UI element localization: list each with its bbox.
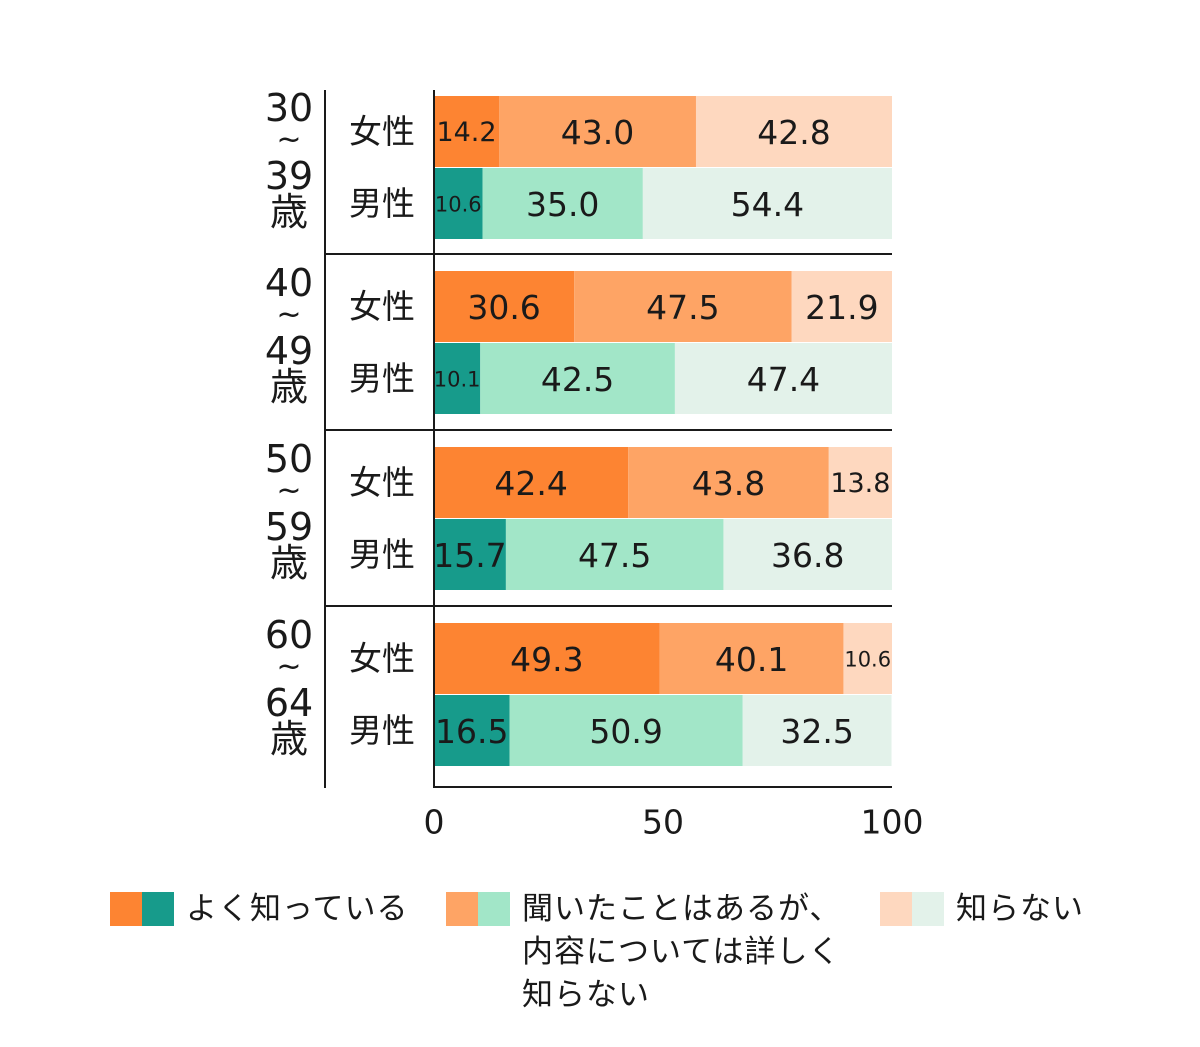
group-label: 30 — [265, 86, 313, 130]
row-label: 男性 — [349, 184, 415, 223]
data-label: 30.6 — [467, 288, 540, 327]
x-tick-label: 50 — [642, 803, 684, 842]
data-label: 47.4 — [747, 360, 820, 399]
bar-segment — [434, 343, 481, 414]
legend: よく知っている 聞いたことはあるが、 内容については詳しく 知らない 知らない — [0, 891, 1200, 1032]
data-label: 50.9 — [589, 712, 662, 751]
bar-segment — [505, 519, 724, 590]
bar-segment — [742, 695, 892, 766]
legend-swatch — [880, 892, 944, 926]
legend-item-well-known: よく知っている — [110, 891, 408, 931]
data-label: 16.5 — [435, 712, 508, 751]
data-label: 42.5 — [541, 360, 614, 399]
group-label: 歳 — [270, 365, 308, 409]
data-label: 47.5 — [578, 536, 651, 575]
bar-segment — [499, 96, 696, 167]
data-label: 14.2 — [436, 117, 496, 148]
group-label: 歳 — [270, 190, 308, 234]
data-label: 42.4 — [494, 464, 567, 503]
bar-segment — [843, 623, 892, 694]
x-tick-label: 0 — [424, 803, 445, 842]
bar-segment — [434, 271, 575, 342]
row-label: 女性 — [349, 463, 415, 502]
bar-segment — [628, 447, 829, 518]
row-label: 女性 — [349, 112, 415, 151]
bar-segment — [434, 96, 500, 167]
bar-segment — [642, 168, 892, 239]
x-tick-label: 100 — [861, 803, 924, 842]
data-label: 10.6 — [844, 648, 891, 672]
bar-segment — [828, 447, 892, 518]
legend-item-heard-of: 聞いたことはあるが、 内容については詳しく 知らない — [446, 891, 841, 1017]
bar-segment — [723, 519, 892, 590]
data-label: 10.6 — [435, 193, 482, 217]
data-label: 13.8 — [830, 468, 890, 499]
bar-segment — [434, 168, 483, 239]
bar-segment — [509, 695, 743, 766]
legend-label: 知らない — [956, 891, 1084, 927]
bar-segment — [659, 623, 844, 694]
legend-swatch — [446, 892, 510, 926]
group-label: ~ — [276, 474, 301, 509]
row-label: 男性 — [349, 359, 415, 398]
data-label: 21.9 — [805, 288, 878, 327]
data-label: 32.5 — [780, 712, 853, 751]
data-label: 49.3 — [510, 640, 583, 679]
bar-segment — [480, 343, 675, 414]
group-label: ~ — [276, 650, 301, 685]
bar-segment — [674, 343, 892, 414]
legend-item-unknown: 知らない — [880, 891, 1084, 931]
bar-segment — [695, 96, 892, 167]
group-label: 60 — [265, 613, 313, 657]
group-label: 歳 — [270, 717, 308, 761]
bar-segment — [482, 168, 643, 239]
bar-segment — [434, 447, 629, 518]
group-label: 39 — [265, 154, 313, 198]
row-label: 男性 — [349, 535, 415, 574]
group-label: 59 — [265, 505, 313, 549]
data-label: 42.8 — [757, 113, 830, 152]
data-label: 47.5 — [646, 288, 719, 327]
group-label: ~ — [276, 298, 301, 333]
data-label: 36.8 — [771, 536, 844, 575]
legend-label: 聞いたことはあるが、 内容については詳しく 知らない — [522, 891, 842, 1013]
bar-segment — [434, 695, 510, 766]
bar-segment — [574, 271, 792, 342]
group-label: 歳 — [270, 541, 308, 585]
data-label: 43.0 — [561, 113, 634, 152]
row-label: 女性 — [349, 287, 415, 326]
data-label: 54.4 — [731, 185, 804, 224]
group-label: 40 — [265, 261, 313, 305]
legend-swatch — [110, 892, 174, 926]
group-label: 50 — [265, 437, 313, 481]
data-label: 43.8 — [692, 464, 765, 503]
row-label: 女性 — [349, 639, 415, 678]
group-label: ~ — [276, 123, 301, 158]
group-label: 64 — [265, 681, 313, 725]
data-label: 40.1 — [715, 640, 788, 679]
data-label: 35.0 — [526, 185, 599, 224]
data-label: 15.7 — [433, 536, 506, 575]
row-label: 男性 — [349, 711, 415, 750]
legend-label: よく知っている — [186, 891, 409, 927]
bar-segment — [791, 271, 892, 342]
group-label: 49 — [265, 329, 313, 373]
bar-segment — [434, 623, 660, 694]
data-label: 10.1 — [434, 368, 481, 392]
bar-segment — [434, 519, 506, 590]
